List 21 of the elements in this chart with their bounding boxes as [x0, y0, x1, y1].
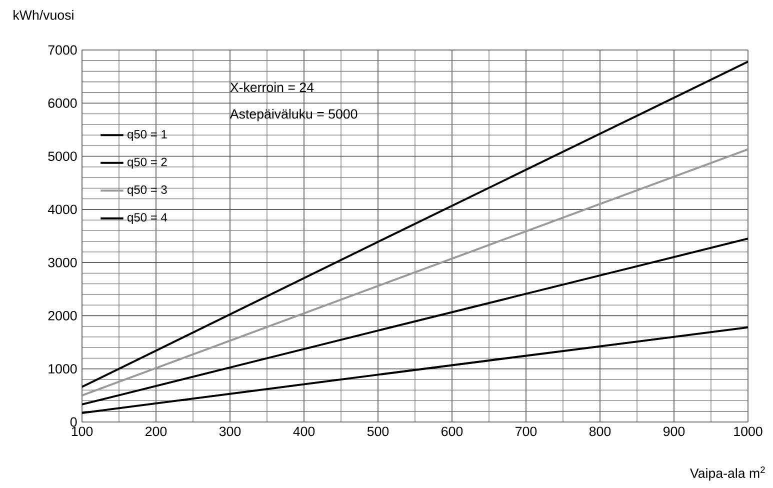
x-tick-label: 100 [72, 426, 93, 436]
y-axis-title: kWh/vuosi [14, 10, 74, 20]
legend-label: q50 = 1 [128, 130, 167, 141]
x-tick-label: 900 [664, 426, 685, 436]
y-tick-label: 4000 [48, 204, 77, 214]
x-tick-label: 200 [146, 426, 167, 436]
y-tick-label: 2000 [48, 310, 77, 320]
y-tick-label: 1000 [48, 364, 77, 374]
x-tick-label: 500 [367, 426, 389, 436]
y-tick-label: 3000 [48, 258, 77, 268]
y-tick-label: 7000 [48, 45, 77, 55]
y-tick-label: 5000 [48, 152, 77, 161]
y-tick-label: 6000 [48, 98, 77, 108]
y-tick-label: 0 [70, 417, 77, 427]
x-tick-label: 400 [293, 426, 315, 436]
x-tick-label: 700 [516, 426, 537, 436]
x-tick-label: 600 [442, 426, 463, 436]
x-tick-label: 800 [589, 426, 611, 436]
x-tick-label: 1000 [734, 426, 762, 436]
x-tick-label: 300 [219, 426, 241, 436]
x-axis-title: Vaipa-ala m$^{2}$ [690, 466, 765, 481]
